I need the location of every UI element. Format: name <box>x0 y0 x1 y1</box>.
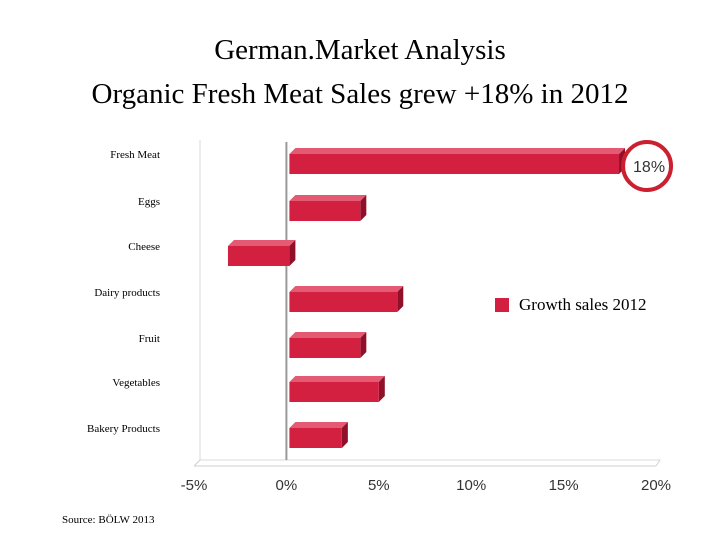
bar-top-face <box>289 148 626 154</box>
legend: Growth sales 2012 <box>495 295 646 315</box>
source-note: Source: BÖLW 2013 <box>62 514 155 526</box>
bar-side-face <box>378 376 385 402</box>
bar-side-face <box>341 422 348 448</box>
bar-side-face <box>397 286 404 312</box>
bar-top-face <box>227 240 296 246</box>
highlight-value-label: 18% <box>633 159 665 176</box>
bar-side-face <box>360 195 367 221</box>
x-tick-label: 20% <box>641 477 671 494</box>
category-label: Dairy products <box>94 287 160 299</box>
bar-top-face <box>289 422 348 428</box>
bar <box>289 382 379 402</box>
x-tick-label: 5% <box>368 477 390 494</box>
highlight-circle <box>621 140 674 192</box>
bar <box>227 246 290 266</box>
category-label: Cheese <box>128 241 160 253</box>
legend-label: Growth sales 2012 <box>519 295 647 314</box>
x-tick-label: -5% <box>181 477 208 494</box>
bar <box>289 338 361 358</box>
bar-top-face <box>289 195 367 201</box>
bar <box>289 154 620 174</box>
legend-swatch <box>495 298 509 312</box>
chart-title-line1: German.Market Analysis <box>214 34 506 66</box>
category-label: Eggs <box>138 196 160 208</box>
bar-top-face <box>289 332 367 338</box>
bar-top-face <box>289 286 404 292</box>
bar <box>289 292 398 312</box>
x-tick-label: 15% <box>549 477 579 494</box>
bar-side-face <box>360 332 367 358</box>
plot-corner-left <box>193 459 201 467</box>
bar-side-face <box>289 240 296 266</box>
chart-title-line2: Organic Fresh Meat Sales grew +18% in 20… <box>91 78 629 110</box>
x-tick-label: 0% <box>276 477 298 494</box>
category-label: Vegetables <box>112 377 160 389</box>
bar <box>289 201 361 221</box>
bar-top-face <box>289 376 385 382</box>
x-tick-label: 10% <box>456 477 486 494</box>
bar <box>289 428 342 448</box>
category-label: Fruit <box>139 333 160 345</box>
plot-corner-right <box>655 459 661 467</box>
category-label: Fresh Meat <box>110 149 160 161</box>
category-label: Bakery Products <box>87 423 160 435</box>
